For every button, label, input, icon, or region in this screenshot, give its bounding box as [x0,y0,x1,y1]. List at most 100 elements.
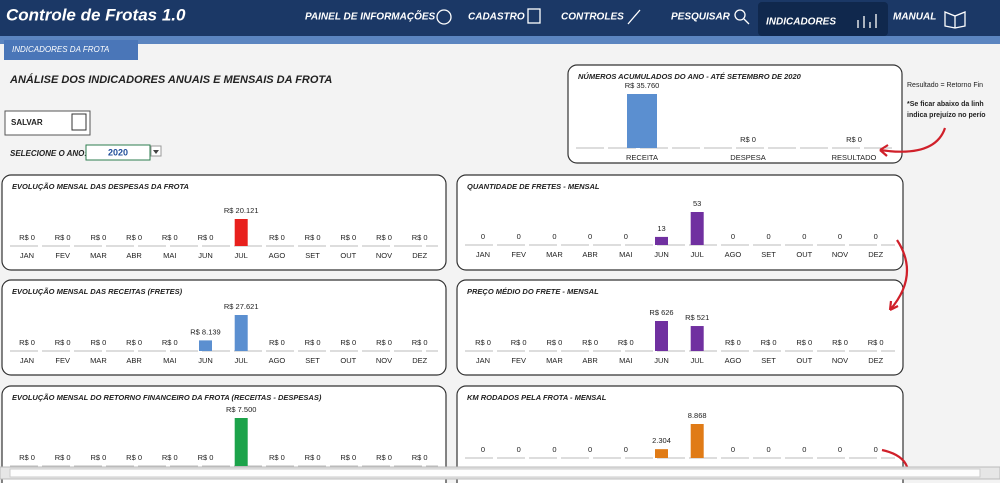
year-value[interactable]: 2020 [108,147,128,157]
x-tick-label: NOV [832,250,848,259]
data-label: 8.868 [688,411,707,420]
data-label: R$ 0 [55,338,71,347]
x-tick-label: OUT [340,356,356,365]
active-nav-tab [758,2,888,36]
x-tick-label: MAI [163,251,176,260]
data-label: 0 [481,445,485,454]
data-label: R$ 0 [305,338,321,347]
chart-title: QUANTIDADE DE FRETES - MENSAL [467,182,600,191]
data-label: 0 [874,232,878,241]
data-label: R$ 0 [269,338,285,347]
data-label: 0 [517,445,521,454]
x-tick-label: ABR [126,251,142,260]
data-label: R$ 0 [761,338,777,347]
data-label: R$ 0 [305,233,321,242]
bar [655,449,668,458]
x-tick-label: DEZ [868,250,883,259]
save-button-label[interactable]: SALVAR [11,118,43,127]
data-label: 0 [767,445,771,454]
data-label: R$ 0 [832,338,848,347]
note: indica prejuízo no perío [907,112,986,119]
data-label: R$ 0 [376,233,392,242]
page-heading: ANÁLISE DOS INDICADORES ANUAIS E MENSAIS… [9,73,332,86]
data-label: R$ 0 [126,453,142,462]
x-tick-label: JAN [476,250,490,259]
data-label: R$ 0 [376,453,392,462]
nav-item[interactable]: MANUAL [893,12,936,23]
data-label: R$ 0 [162,453,178,462]
chart-panel [456,385,904,483]
x-tick-label: MAI [163,356,176,365]
x-tick-label: MAR [546,356,563,365]
x-tick-label: OUT [796,250,812,259]
x-tick-label: RESULTADO [832,153,877,162]
data-label: R$ 7.500 [226,405,256,414]
data-label: 0 [731,445,735,454]
nav-item[interactable]: CADASTRO [468,12,525,23]
app-title: Controle de Frotas 1.0 [6,5,186,24]
x-tick-label: JUL [691,250,704,259]
nav-item[interactable]: CONTROLES [561,12,624,23]
x-tick-label: FEV [55,356,70,365]
x-tick-label: ABR [126,356,142,365]
data-label: R$ 35.760 [625,81,660,90]
header-stripe [0,36,1000,44]
data-label: R$ 0 [340,338,356,347]
data-label: 0 [874,445,878,454]
note: *Se ficar abaixo da linh [907,101,984,108]
x-tick-label: FEV [55,251,70,260]
data-label: R$ 0 [868,338,884,347]
bar [690,326,704,351]
data-label: R$ 626 [649,308,673,317]
data-label: R$ 0 [475,338,491,347]
nav-item[interactable]: PESQUISAR [671,12,731,23]
charts: NÚMEROS ACUMULADOS DO ANO - ATÉ SETEMBRO… [1,64,904,483]
data-label: R$ 0 [340,453,356,462]
data-label: R$ 0 [126,338,142,347]
data-label: 0 [731,232,735,241]
chart-title: EVOLUÇÃO MENSAL DO RETORNO FINANCEIRO DA… [12,393,322,402]
x-tick-label: SET [761,250,776,259]
save-button[interactable] [4,110,91,136]
data-label: R$ 0 [55,233,71,242]
bar [627,94,657,148]
data-label: 0 [588,445,592,454]
section-tab-label: INDICADORES DA FROTA [12,45,109,54]
x-tick-label: JUL [235,251,248,260]
x-tick-label: MAI [619,356,632,365]
year-select[interactable] [85,144,151,161]
data-label: R$ 0 [162,338,178,347]
data-label: 53 [693,199,701,208]
data-label: R$ 0 [618,338,634,347]
x-tick-label: JUL [235,356,248,365]
x-tick-label: FEV [511,250,526,259]
x-tick-label: MAR [90,251,107,260]
x-tick-label: AGO [269,356,286,365]
bar [234,418,248,466]
bar [655,321,668,351]
data-label: R$ 0 [725,338,741,347]
x-tick-label: SET [305,356,320,365]
nav-icons [436,8,966,29]
bar [234,219,248,246]
x-tick-label: MAI [619,250,632,259]
scrollbar-thumb[interactable] [9,468,981,478]
data-label: R$ 0 [511,338,527,347]
x-tick-label: FEV [511,356,526,365]
nav-item[interactable]: INDICADORES [766,17,836,28]
data-label: R$ 0 [412,453,428,462]
bar [690,424,704,458]
x-tick-label: NOV [376,356,392,365]
nav-item[interactable]: PAINEL DE INFORMAÇÕES [305,10,436,23]
data-label: R$ 0 [19,338,35,347]
chart-panel [1,385,447,483]
data-label: R$ 0 [846,135,862,144]
data-label: R$ 0 [269,233,285,242]
x-tick-label: DESPESA [730,153,765,162]
x-tick-label: ABR [582,356,598,365]
data-label: R$ 0 [90,338,106,347]
x-tick-label: ABR [582,250,598,259]
data-label: 0 [838,232,842,241]
data-label: R$ 0 [546,338,562,347]
data-label: R$ 0 [340,233,356,242]
